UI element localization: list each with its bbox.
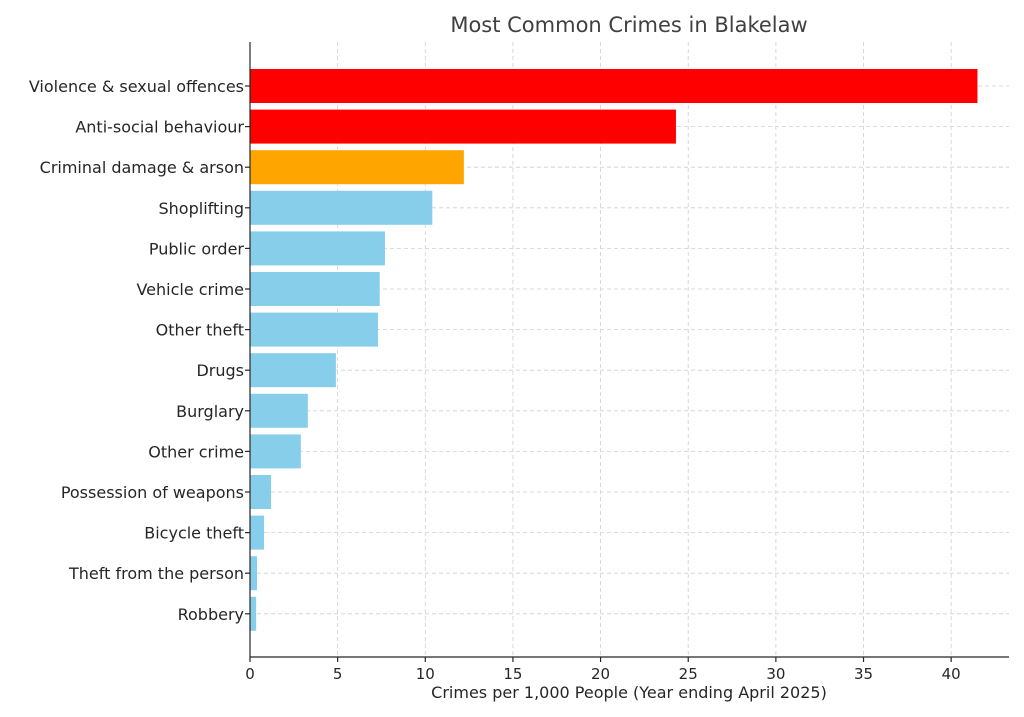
category-labels: Violence & sexual offences Anti-social be… (29, 77, 245, 624)
bar-anti-social-behaviour (250, 109, 676, 144)
bars-layer (250, 69, 978, 631)
bar-other-crime (250, 434, 301, 469)
x-tick-label: 40 (942, 665, 961, 683)
x-tick-label: 30 (766, 665, 785, 683)
category-label: Shoplifting (159, 199, 245, 218)
category-label: Other theft (156, 321, 244, 340)
x-tick-label: 10 (416, 665, 435, 683)
category-label: Theft from the person (68, 564, 244, 583)
bar-vehicle-crime (250, 272, 380, 306)
x-tick-label: 5 (333, 665, 343, 683)
x-axis-ticks: 0 5 10 15 20 25 30 35 40 (245, 85, 961, 683)
bar-theft-from-the-person (250, 556, 258, 591)
bar-burglary (250, 393, 308, 428)
x-tick-label: 0 (245, 665, 255, 683)
category-label: Vehicle crime (136, 280, 244, 299)
category-label: Burglary (176, 402, 244, 421)
bar-drugs (250, 353, 336, 388)
category-label: Anti-social behaviour (75, 118, 244, 137)
category-label: Possession of weapons (61, 483, 244, 502)
x-tick-label: 25 (679, 665, 698, 683)
category-label: Drugs (196, 361, 244, 380)
bar-shoplifting (250, 190, 433, 225)
chart-title: Most Common Crimes in Blakelaw (450, 13, 807, 37)
category-label: Criminal damage & arson (40, 158, 244, 177)
x-tick-label: 35 (854, 665, 873, 683)
bar-other-theft (250, 312, 378, 347)
category-label: Public order (149, 239, 245, 258)
bar-possession-of-weapons (250, 475, 272, 509)
x-axis-label: Crimes per 1,000 People (Year ending Apr… (431, 683, 827, 702)
bar-public-order (250, 231, 385, 266)
category-label: Violence & sexual offences (29, 77, 244, 96)
bar-violence-sexual-offences (250, 69, 978, 103)
bar-robbery (250, 596, 257, 631)
x-tick-label: 15 (503, 665, 522, 683)
x-tick-label: 20 (591, 665, 610, 683)
bar-criminal-damage-arson (250, 150, 464, 185)
bar-bicycle-theft (250, 515, 265, 550)
category-label: Other crime (148, 442, 244, 461)
category-label: Bicycle theft (144, 524, 244, 543)
category-label: Robbery (178, 605, 244, 624)
